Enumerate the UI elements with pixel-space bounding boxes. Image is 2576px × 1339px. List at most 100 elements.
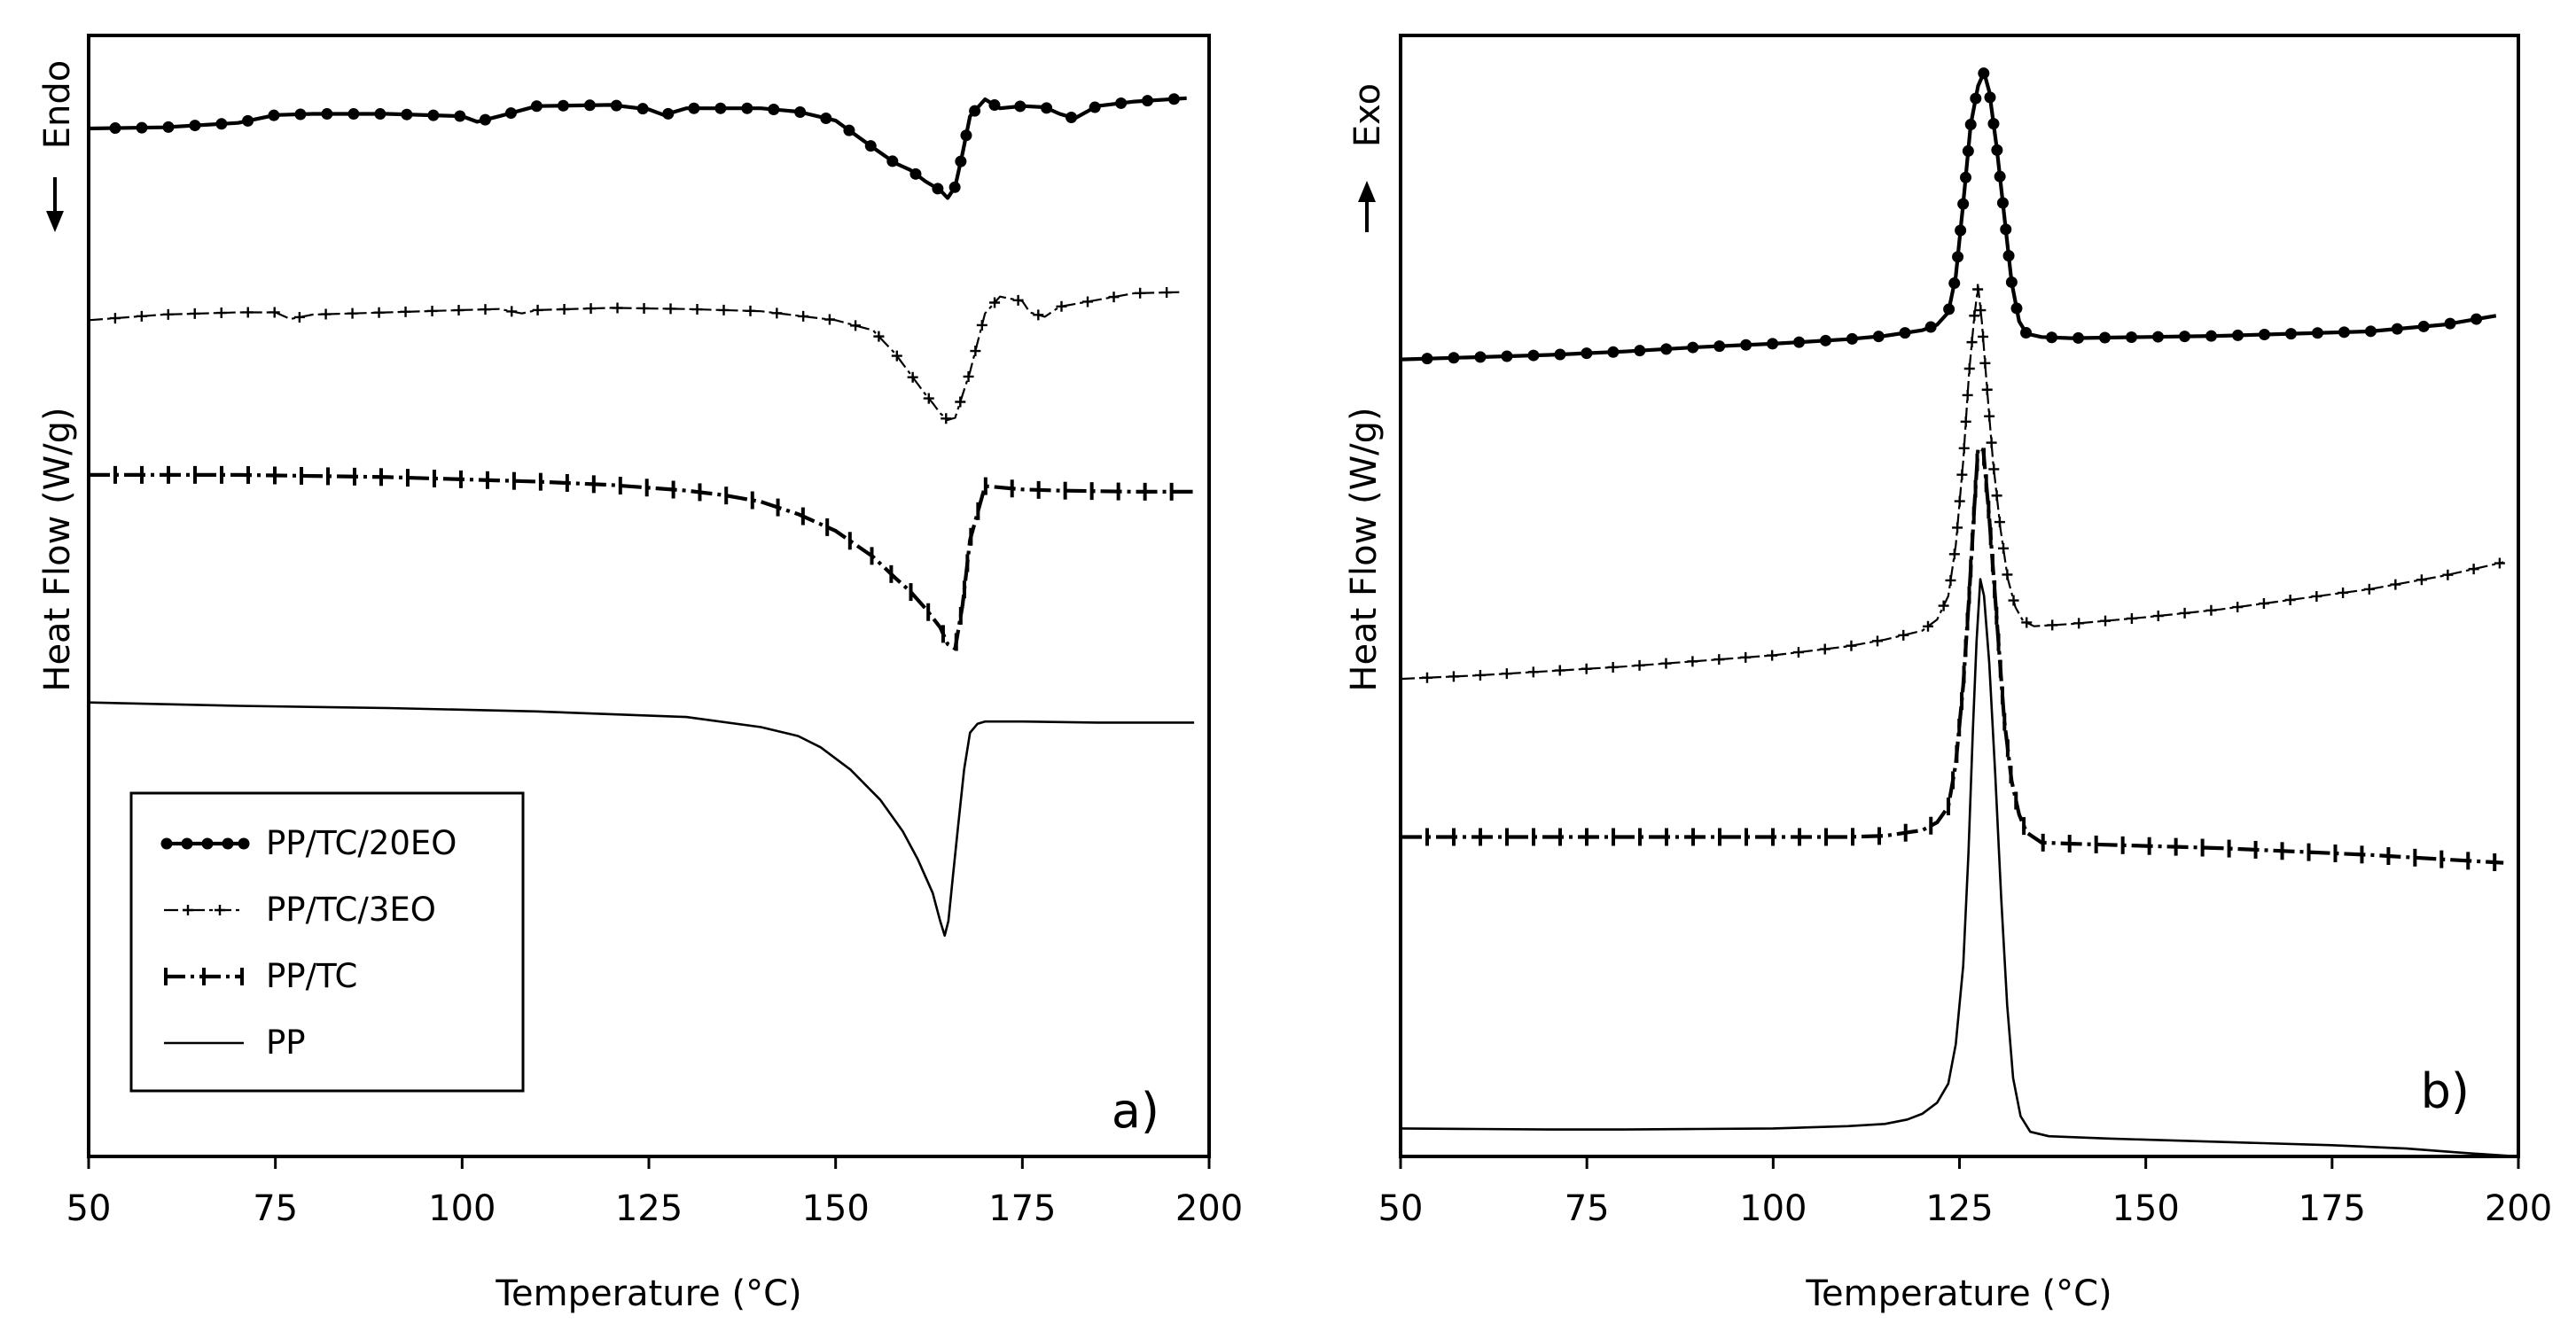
marker-pp-tc-3eo: [1938, 600, 1949, 611]
marker-pp-tc-3eo: [970, 346, 981, 357]
marker-pp-tc-20eo: [2417, 320, 2430, 332]
marker-pp-tc-20eo: [1041, 102, 1053, 114]
marker-pp-tc-20eo: [1448, 352, 1460, 364]
marker-pp-tc-3eo: [293, 311, 305, 323]
marker-pp-tc-3eo: [453, 305, 464, 316]
x-tick-label: 75: [253, 1188, 298, 1229]
marker-pp-tc-3eo: [2258, 598, 2269, 610]
marker-pp-tc-3eo: [1956, 469, 1968, 480]
marker-pp-tc-20eo: [479, 113, 491, 126]
marker-pp-tc-20eo: [162, 121, 175, 133]
marker-pp-tc-3eo: [2442, 569, 2454, 580]
marker-pp-tc-20eo: [662, 107, 675, 120]
marker-pp-tc-3eo: [1082, 296, 1093, 308]
marker-pp-tc-20eo: [2020, 326, 2033, 339]
marker-pp-tc-20eo: [427, 109, 440, 121]
marker-pp-tc-3eo: [1871, 635, 1883, 647]
series-line-pp-tc-3eo: [1401, 285, 2504, 681]
marker-pp-tc-3eo: [1554, 665, 1565, 676]
marker-pp-tc-20eo: [1793, 336, 1806, 348]
panel-a-series: [89, 93, 1195, 938]
marker-pp-tc-20eo: [1899, 327, 1911, 339]
marker-pp-tc-20eo: [454, 110, 466, 122]
panel-a-y-axis-label: Heat Flow (W/g): [37, 407, 78, 691]
marker-pp-tc-3eo: [1687, 656, 1698, 667]
marker-pp-tc-20eo: [401, 108, 413, 121]
marker-pp-tc-20eo: [1141, 95, 1153, 107]
marker-pp-tc-3eo: [824, 314, 835, 325]
exo-label: Exo: [1347, 83, 1388, 147]
marker-pp-tc-3eo: [1986, 437, 1997, 448]
marker-pp-tc-3eo: [2047, 619, 2058, 631]
panel-a-direction-indicator: Endo: [37, 60, 78, 232]
marker-pp-tc-20eo: [583, 99, 596, 112]
marker-pp-tc-3eo: [2205, 604, 2217, 616]
marker-pp-tc-3eo: [718, 304, 730, 315]
series-line-pp-tc: [1401, 446, 2504, 865]
x-tick-label: 125: [1925, 1188, 1993, 1229]
marker-pp-tc-20eo: [1554, 348, 1566, 361]
marker-pp-tc-20eo: [1421, 353, 1433, 365]
panel-a-x-axis-label: Temperature (°C): [495, 1273, 801, 1314]
marker-pp-tc-3eo: [907, 371, 918, 383]
x-tick-label: 50: [1378, 1188, 1424, 1229]
x-tick-label: 125: [615, 1188, 683, 1229]
x-tick-label: 50: [66, 1188, 112, 1229]
marker-pp-tc-3eo: [1527, 666, 1539, 678]
marker-pp-tc-20eo: [1581, 347, 1593, 360]
legend: PP/TC/20EO PP/TC/3EO PP/TC PP: [129, 791, 525, 1093]
marker-pp-tc-3eo: [745, 305, 756, 316]
marker-pp-tc-20eo: [109, 122, 121, 135]
x-tick-label: 75: [1565, 1188, 1610, 1229]
legend-marker-pp-tc-20eo: [222, 837, 234, 850]
marker-pp-tc-20eo: [1819, 334, 1831, 346]
marker-pp-tc-20eo: [374, 108, 386, 121]
marker-pp-tc-20eo: [1607, 346, 1620, 358]
legend-entry-pp-tc-20eo: PP/TC/20EO: [266, 824, 457, 862]
marker-pp-tc-3eo: [2468, 564, 2479, 575]
legend-entry-pp-tc: PP/TC: [266, 957, 357, 995]
marker-pp-tc-3eo: [2021, 617, 2033, 628]
marker-pp-tc-3eo: [1958, 442, 1970, 454]
marker-pp-tc-20eo: [1964, 119, 1977, 131]
marker-pp-tc-3eo: [955, 396, 966, 408]
marker-pp-tc-3eo: [798, 310, 809, 322]
series-line-pp-tc-20eo: [89, 96, 1187, 200]
series-line-pp: [89, 701, 1195, 938]
marker-pp-tc-3eo: [771, 308, 783, 319]
marker-pp-tc-20eo: [1987, 118, 2000, 130]
marker-pp-tc-20eo: [1089, 101, 1101, 113]
marker-pp-tc-20eo: [2005, 276, 2018, 288]
marker-pp-tc-3eo: [2390, 579, 2401, 590]
marker-pp-tc-20eo: [294, 108, 307, 121]
marker-pp-tc-3eo: [480, 304, 491, 315]
marker-pp-tc-3eo: [532, 304, 543, 315]
marker-pp-tc-20eo: [1984, 91, 1996, 104]
marker-pp-tc-3eo: [347, 308, 358, 319]
marker-pp-tc-20eo: [268, 109, 280, 121]
marker-pp-tc-20eo: [1474, 351, 1487, 363]
marker-pp-tc-20eo: [2471, 313, 2483, 325]
marker-pp-tc-20eo: [2364, 325, 2377, 338]
marker-pp-tc-3eo: [1994, 517, 2005, 528]
marker-pp-tc-3eo: [2002, 569, 2013, 580]
marker-pp-tc-20eo: [136, 121, 148, 134]
marker-pp-tc-20eo: [1994, 170, 2006, 183]
marker-pp-tc-3eo: [1634, 659, 1645, 671]
marker-pp-tc-3eo: [2416, 574, 2427, 586]
marker-pp-tc-3eo: [320, 308, 332, 320]
marker-pp-tc-20eo: [1014, 100, 1026, 113]
marker-pp-tc-20eo: [1991, 144, 2003, 156]
marker-pp-tc-20eo: [2099, 331, 2112, 344]
marker-pp-tc-3eo: [2073, 618, 2085, 629]
marker-pp-tc-3eo: [2494, 557, 2505, 569]
marker-pp-tc-3eo: [923, 393, 934, 404]
marker-pp-tc-3eo: [1898, 629, 1909, 641]
marker-pp-tc-3eo: [2311, 590, 2322, 602]
marker-pp-tc-3eo: [612, 302, 623, 314]
panel-b-label: b): [2421, 1063, 2470, 1119]
marker-pp-tc-20eo: [909, 167, 922, 180]
marker-pp-tc-3eo: [1581, 663, 1592, 674]
